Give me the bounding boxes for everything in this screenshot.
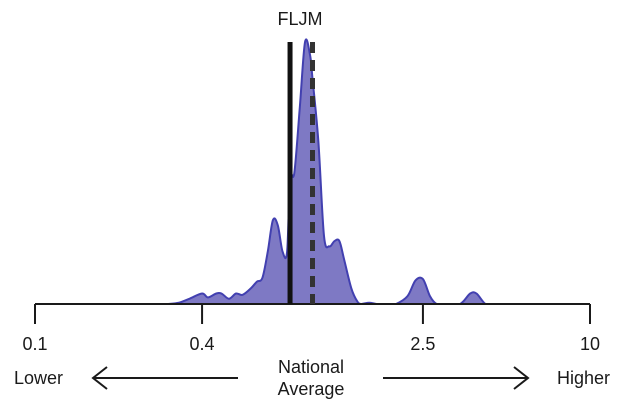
- higher-arrow: [383, 366, 530, 390]
- national-average-line-2: Average: [277, 379, 345, 399]
- x-tick-label: 10: [579, 334, 601, 354]
- lower-label: Lower: [14, 368, 64, 388]
- higher-label: Higher: [556, 368, 610, 388]
- national-average-label: National Average: [278, 356, 345, 400]
- x-axis-ticks: [34, 304, 591, 324]
- x-tick-label: 2.5: [410, 334, 436, 354]
- x-tick-label: 0.4: [189, 334, 215, 354]
- chart-title: FLJM: [277, 9, 323, 29]
- x-tick-label: 0.1: [22, 334, 48, 354]
- lower-arrow: [91, 366, 238, 390]
- density-area: [167, 38, 507, 306]
- national-average-line-1: National: [277, 357, 345, 377]
